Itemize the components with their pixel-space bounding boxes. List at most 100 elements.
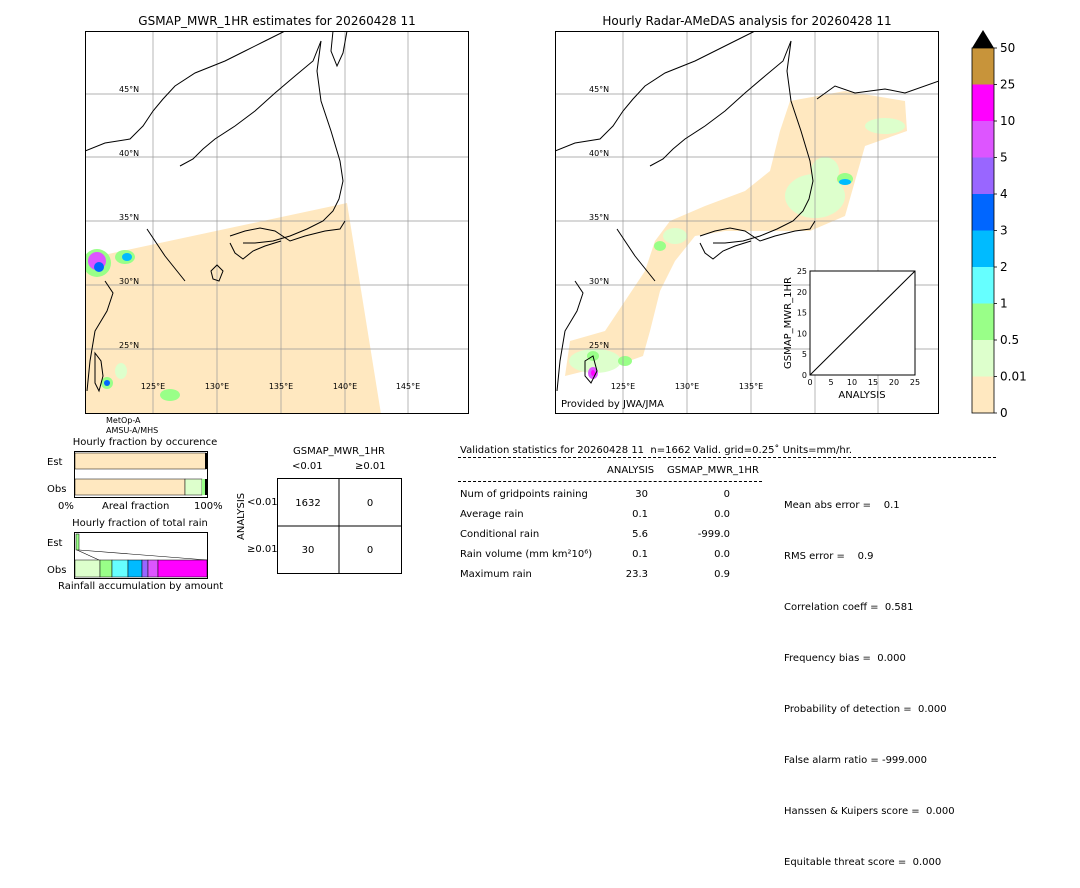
colorbar-label: 2 — [1000, 260, 1008, 274]
colorbar-label: 1 — [1000, 297, 1008, 311]
right-map-title: Hourly Radar-AMeDAS analysis for 2026042… — [602, 14, 892, 28]
row-label: Num of gridpoints raining — [460, 489, 588, 500]
colorbar-label: 10 — [1000, 114, 1015, 128]
lat-label: 30°N — [119, 277, 139, 286]
row-analysis: 0.1 — [632, 509, 648, 520]
satellite-line: AMSU-A/MHS — [106, 426, 159, 435]
contingency-row-axis: ANALYSIS — [236, 492, 247, 540]
lat-label: 25°N — [119, 341, 139, 350]
validation-row: Average rain 0.1 0.0 — [460, 509, 770, 529]
lat-label: 45°N — [589, 85, 609, 94]
obs-bar-dry — [74, 478, 186, 496]
axis-100pct: 100% — [194, 501, 223, 512]
contingency-col-1: <0.01 — [292, 461, 323, 472]
scatter-ytick: 5 — [802, 350, 807, 359]
occurrence-bars — [74, 451, 208, 498]
map-credit: Provided by JWA/JMA — [561, 399, 664, 410]
colorbar-label: 50 — [1000, 41, 1015, 55]
cell-d: 0 — [367, 545, 373, 556]
validation-header: Validation statistics for 20260428 11 n=… — [460, 445, 853, 456]
scatter-ytick: 20 — [797, 288, 807, 297]
row-gsmap: 0.0 — [714, 509, 730, 520]
score-corr: Correlation coeff = 0.581 — [784, 602, 914, 613]
colorbar-cell — [972, 230, 994, 267]
lon-label: 125°E — [611, 382, 635, 391]
total-rain-row-est: Est — [47, 538, 63, 549]
score-far: False alarm ratio = -999.000 — [784, 755, 927, 766]
validation-row: Num of gridpoints raining 30 0 — [460, 489, 770, 509]
row-label: Rain volume (mm km²10⁶) — [460, 549, 593, 560]
colorbar-cell — [972, 194, 994, 231]
validation-row: Rain volume (mm km²10⁶) 0.1 0.0 — [460, 549, 770, 569]
score-rmse: RMS error = 0.9 — [784, 551, 874, 562]
colorbar-label: 4 — [1000, 187, 1008, 201]
row-gsmap: 0.9 — [714, 569, 730, 580]
est-bar-edge — [205, 453, 207, 469]
total-rain-row-obs: Obs — [47, 565, 67, 576]
left-swath — [85, 203, 381, 414]
contingency-title: GSMAP_MWR_1HR — [293, 446, 385, 457]
colorbar-cell — [972, 340, 994, 377]
lat-label: 35°N — [589, 213, 609, 222]
left-grid — [85, 31, 469, 414]
colorbar-cell — [972, 303, 994, 340]
lat-label: 45°N — [119, 85, 139, 94]
validation-row: Conditional rain 5.6 -999.0 — [460, 529, 770, 549]
lat-label: 25°N — [589, 341, 609, 350]
est-bar — [74, 452, 207, 470]
colorbar-label: 0.01 — [1000, 370, 1027, 384]
lon-label: 130°E — [675, 382, 699, 391]
scatter-ytick: 0 — [802, 371, 807, 380]
colorbar-cell — [972, 376, 994, 413]
contingency-grid: 1632 0 30 0 — [277, 478, 402, 574]
lon-label: 135°E — [269, 382, 293, 391]
row-label: Average rain — [460, 509, 524, 520]
row-gsmap: 0 — [723, 489, 730, 500]
scatter-ytick: 15 — [797, 309, 807, 318]
satellite-label: MetOp-A AMSU-A/MHS — [106, 416, 158, 436]
validation-row: Maximum rain 23.3 0.9 — [460, 569, 770, 589]
lon-label: 145°E — [396, 382, 420, 391]
row-analysis: 23.3 — [625, 569, 648, 580]
row-gsmap: 0.0 — [714, 549, 730, 560]
obs-bar-light — [184, 478, 203, 496]
obs-bar-rain — [202, 479, 205, 495]
occurrence-title: Hourly fraction by occurence — [72, 437, 218, 448]
colorbar-cell — [972, 121, 994, 158]
row-analysis: 30 — [635, 489, 648, 500]
colorbar-cell — [972, 157, 994, 194]
score-hk: Hanssen & Kuipers score = 0.000 — [784, 806, 955, 817]
scatter-xtick: 5 — [828, 378, 833, 387]
lat-label: 40°N — [589, 149, 609, 158]
satellite-line: MetOp-A — [106, 416, 141, 425]
score-ets: Equitable threat score = 0.000 — [784, 857, 942, 868]
lon-label: 125°E — [141, 382, 165, 391]
colorbar-label: 5 — [1000, 151, 1008, 165]
occurrence-row-est: Est — [47, 457, 63, 468]
scatter-xtick: 10 — [847, 378, 857, 387]
diagonal-line — [809, 270, 916, 376]
right-lat-labels: 45°N 40°N 35°N 30°N 25°N — [589, 85, 609, 350]
colorbar-label: 3 — [1000, 224, 1008, 238]
scatter-xtick: 0 — [807, 378, 812, 387]
score-mae: Mean abs error = 0.1 — [784, 500, 900, 511]
lon-label: 130°E — [205, 382, 229, 391]
lon-label: 140°E — [333, 382, 357, 391]
validation-subdivider — [458, 481, 762, 482]
score-bias: Frequency bias = 0.000 — [784, 653, 906, 664]
colorbar-arrow — [972, 30, 994, 48]
total-rain-bars — [74, 532, 208, 579]
contingency-col-2: ≥0.01 — [355, 461, 386, 472]
right-coastline — [555, 31, 939, 392]
scatter-ytick: 10 — [797, 329, 807, 338]
right-lon-labels: 125°E 130°E 135°E — [611, 382, 763, 391]
colorbar: 50 25 10 5 4 3 2 1 0.5 0.01 0 — [971, 30, 1027, 420]
contingency-row-2: ≥0.01 — [247, 544, 278, 555]
contingency-row-1: <0.01 — [247, 497, 278, 508]
row-label: Conditional rain — [460, 529, 540, 540]
scatter-ytick: 25 — [797, 267, 807, 276]
right-map: 45°N 40°N 35°N 30°N 25°N 125°E 130°E 135… — [555, 31, 939, 414]
left-map-title: GSMAP_MWR_1HR estimates for 20260428 11 — [138, 14, 416, 28]
validation-table: Num of gridpoints raining 30 0 Average r… — [460, 489, 770, 589]
lat-label: 40°N — [119, 149, 139, 158]
